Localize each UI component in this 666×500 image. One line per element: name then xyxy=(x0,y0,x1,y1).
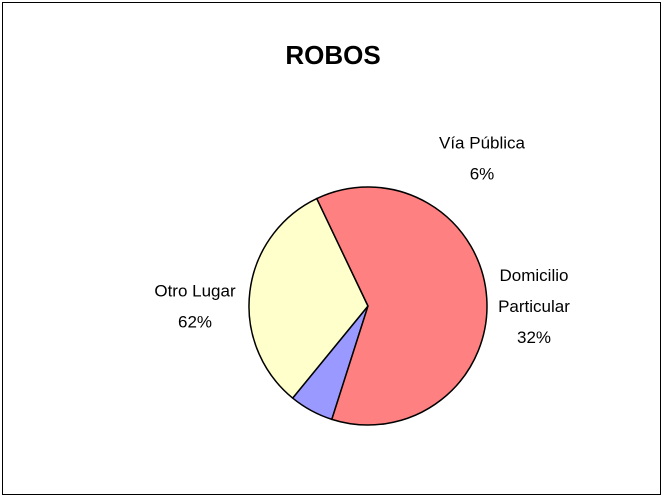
slice-label-via-publica: Vía Pública 6% xyxy=(439,134,526,184)
pie-slice-domicilio-particular xyxy=(248,197,369,399)
slice-label-domicilio-particular: Domicilio Particular 32% xyxy=(498,266,570,347)
slice-name: Otro Lugar xyxy=(154,282,236,301)
pie-slice-otro-lugar xyxy=(316,186,488,426)
slice-name: Domicilio xyxy=(500,266,569,285)
slice-name: Particular xyxy=(498,297,570,316)
slice-percent: 32% xyxy=(517,328,551,347)
chart-title: ROBOS xyxy=(285,40,381,70)
slice-percent: 6% xyxy=(470,165,495,184)
slice-name: Vía Pública xyxy=(439,134,526,153)
slice-percent: 62% xyxy=(178,313,212,332)
slice-label-otro-lugar: Otro Lugar 62% xyxy=(154,282,236,332)
